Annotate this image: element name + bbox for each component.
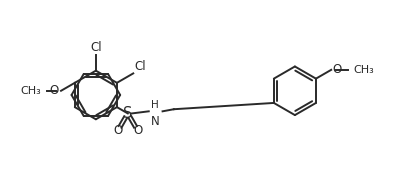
Text: H: H [151,100,159,110]
Text: O: O [113,124,122,137]
Text: CH₃: CH₃ [20,86,41,96]
Text: Cl: Cl [135,60,146,73]
Text: Cl: Cl [90,41,102,54]
Text: N: N [151,115,160,128]
Text: S: S [123,106,133,121]
Text: O: O [332,63,342,76]
Text: O: O [133,124,143,137]
Text: O: O [50,84,59,97]
Text: CH₃: CH₃ [354,65,375,75]
